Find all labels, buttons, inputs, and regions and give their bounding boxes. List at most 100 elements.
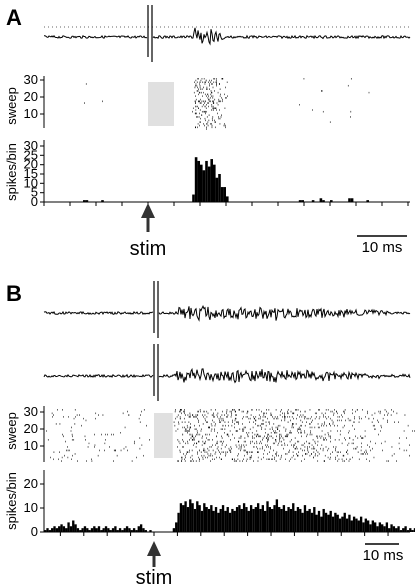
hist-tick-label-15-a: 15 xyxy=(24,166,38,181)
histogram-bar xyxy=(399,530,403,532)
scalebar-label-b: 10 ms xyxy=(363,547,404,564)
histogram-bar xyxy=(331,516,335,532)
histogram-bar xyxy=(362,522,365,532)
histogram-bar xyxy=(212,510,215,532)
histogram-bar xyxy=(193,508,197,532)
histogram-bar xyxy=(83,200,86,202)
histogram-bar xyxy=(88,530,91,532)
histogram-bar xyxy=(334,512,337,532)
histogram-bar xyxy=(310,512,314,532)
histogram-bar xyxy=(378,522,382,532)
histogram-bar xyxy=(238,505,241,532)
histogram-bar xyxy=(259,508,262,532)
voltage-traces-a xyxy=(44,5,411,62)
histogram-bar xyxy=(336,514,339,532)
histogram-bar xyxy=(67,522,70,532)
histogram-bar xyxy=(53,526,56,532)
histogram-bar xyxy=(388,528,391,532)
histogram-bar xyxy=(205,160,208,202)
histogram-bar xyxy=(366,200,369,202)
histogram-bar xyxy=(186,507,190,532)
histogram-bar xyxy=(301,200,304,202)
histogram-bar xyxy=(197,160,200,202)
histogram-bar xyxy=(278,507,281,532)
histogram-bar xyxy=(233,510,236,532)
histogram-bar xyxy=(235,507,239,532)
psth-histogram-b xyxy=(44,499,415,532)
histogram-bar xyxy=(194,157,198,202)
histogram-bar xyxy=(364,518,367,532)
raster-ylabel-a: sweep xyxy=(4,87,19,125)
histogram-bar xyxy=(198,505,201,532)
histogram-bar xyxy=(95,528,98,532)
voltage-trace xyxy=(43,304,411,322)
histogram-bar xyxy=(202,170,206,202)
hist-tick-label-10-a: 10 xyxy=(24,175,38,190)
hist-ylabel-a: spikes/bin xyxy=(4,143,19,201)
histogram-bar xyxy=(376,526,379,532)
hist-tick-label-0-b: 0 xyxy=(31,524,38,539)
histogram-bar xyxy=(192,194,195,202)
histogram-bar xyxy=(322,508,325,532)
histogram-bar xyxy=(341,516,344,532)
stim-arrow-icon-a xyxy=(141,203,155,232)
histogram-bar xyxy=(51,528,54,532)
histogram-bar xyxy=(289,508,293,532)
histogram-bar xyxy=(218,174,221,202)
histogram-bar xyxy=(182,505,185,532)
histogram-bar xyxy=(352,516,356,532)
stim-artifact-blank-raster-a xyxy=(148,82,174,126)
histogram-bar xyxy=(350,520,353,532)
histogram-bar xyxy=(102,528,105,532)
histogram-bar xyxy=(311,200,315,202)
histogram-bar xyxy=(264,510,267,532)
psth-histogram-a xyxy=(83,157,369,202)
histogram-bar xyxy=(261,505,264,532)
histogram-bar xyxy=(404,526,407,532)
voltage-trace xyxy=(43,367,411,384)
histogram-bar xyxy=(366,520,370,532)
stim-label-a: stim xyxy=(130,238,167,260)
histogram-bar xyxy=(114,526,117,532)
histogram-bar xyxy=(285,510,288,532)
histogram-bar xyxy=(359,516,363,532)
histogram-bar xyxy=(184,501,187,532)
raster-tick-label-30-b: 30 xyxy=(24,404,38,419)
hist-tick-label-20-b: 20 xyxy=(24,476,38,491)
spike-raster-b xyxy=(43,409,415,462)
histogram-bar xyxy=(72,520,75,532)
histogram-bar xyxy=(315,514,318,532)
histogram-bar xyxy=(299,508,302,532)
raster-ticks-b xyxy=(40,411,44,447)
histogram-bar xyxy=(132,528,136,532)
histogram-bar xyxy=(81,528,84,532)
histogram-bar xyxy=(306,510,309,532)
histogram-bar xyxy=(125,526,129,532)
histogram-bar xyxy=(247,510,250,532)
histogram-bar xyxy=(210,159,213,202)
hist-tick-label-30-a: 30 xyxy=(24,138,38,153)
histogram-bar xyxy=(369,524,372,532)
histogram-bar xyxy=(210,505,213,532)
histogram-bar xyxy=(109,530,112,532)
histogram-bar xyxy=(374,522,377,532)
histogram-bar xyxy=(48,530,52,532)
hist-x-ticks-a xyxy=(43,202,409,206)
hist-tick-label-5-a: 5 xyxy=(31,185,38,200)
histogram-bar xyxy=(308,508,311,532)
histogram-bar xyxy=(60,524,63,532)
histogram-bar xyxy=(203,503,206,532)
voltage-traces-b xyxy=(43,281,411,401)
histogram-bar xyxy=(83,526,87,532)
panel-letter-b: B xyxy=(6,281,22,306)
histogram-bar xyxy=(107,528,110,532)
hist-yticks-b xyxy=(40,483,44,533)
histogram-bar xyxy=(320,516,323,532)
histogram-bar xyxy=(149,530,152,532)
histogram-bar xyxy=(223,187,226,202)
histogram-bar xyxy=(240,508,243,532)
histogram-bar xyxy=(348,514,351,532)
histogram-bar xyxy=(189,499,192,532)
histogram-bar xyxy=(123,528,126,532)
